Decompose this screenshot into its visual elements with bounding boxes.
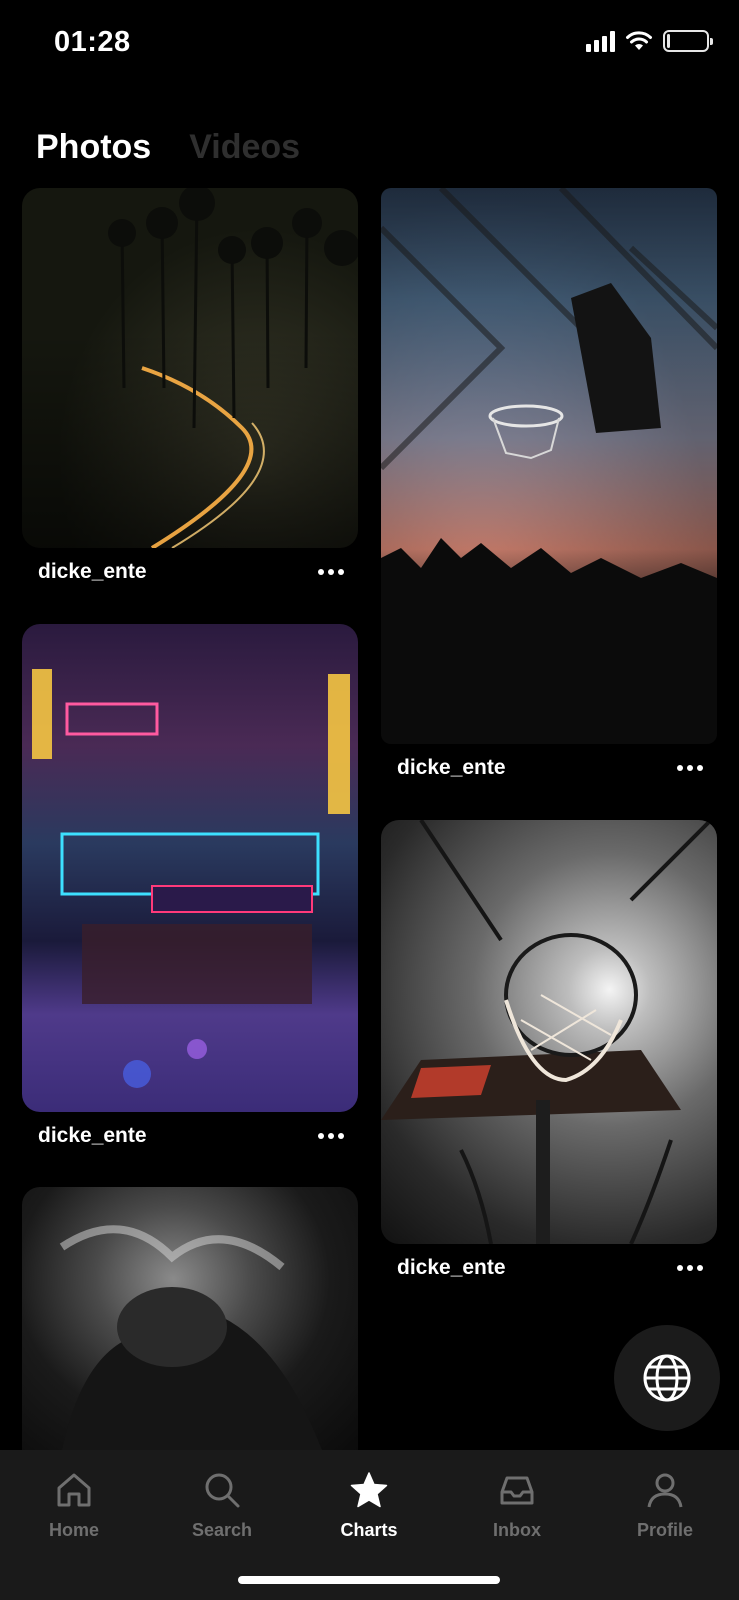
- star-icon: [350, 1472, 388, 1508]
- tab-photos[interactable]: Photos: [36, 128, 152, 166]
- nav-home-label: Home: [48, 1520, 99, 1540]
- nav-search-label: Search: [191, 1520, 253, 1540]
- status-icons: [586, 30, 713, 52]
- bottom-navigation: Home Search Charts Inbox Profile: [0, 1450, 739, 1600]
- more-options-icon[interactable]: [318, 569, 344, 575]
- post-image-palm-road[interactable]: [22, 188, 358, 548]
- home-indicator[interactable]: [238, 1576, 500, 1584]
- status-bar: 01:28: [0, 0, 739, 90]
- user-icon: [647, 1473, 683, 1508]
- post-username[interactable]: dicke_ente: [397, 756, 506, 779]
- post-username[interactable]: dicke_ente: [38, 1124, 147, 1147]
- post-image-smoke-figure[interactable]: [22, 1187, 358, 1450]
- cellular-signal-icon: [586, 30, 615, 52]
- nav-inbox[interactable]: Inbox: [457, 1470, 577, 1541]
- post-image-hoop-palms[interactable]: [381, 820, 717, 1244]
- globe-button[interactable]: [614, 1325, 720, 1431]
- globe-icon: [643, 1354, 691, 1402]
- home-icon: [57, 1473, 91, 1507]
- post-image-neon-street[interactable]: [22, 624, 358, 1112]
- post-meta: dicke_ente: [397, 748, 703, 788]
- search-icon: [205, 1473, 240, 1508]
- inbox-icon: [500, 1476, 534, 1505]
- media-tabs: Photos Videos: [36, 128, 300, 167]
- post-username[interactable]: dicke_ente: [397, 1256, 506, 1279]
- wifi-icon: [626, 31, 652, 50]
- post-image-hoop-fence[interactable]: [381, 188, 717, 744]
- more-options-icon[interactable]: [677, 1265, 703, 1271]
- battery-icon: [663, 30, 713, 52]
- more-options-icon[interactable]: [318, 1133, 344, 1139]
- nav-inbox-label: Inbox: [493, 1520, 541, 1540]
- nav-charts-label: Charts: [340, 1520, 398, 1540]
- more-options-icon[interactable]: [677, 765, 703, 771]
- nav-charts[interactable]: Charts: [309, 1470, 429, 1541]
- nav-search[interactable]: Search: [162, 1470, 282, 1541]
- post-meta: dicke_ente: [397, 1248, 703, 1288]
- nav-home[interactable]: Home: [14, 1470, 134, 1541]
- post-username[interactable]: dicke_ente: [38, 560, 147, 583]
- tab-videos[interactable]: Videos: [189, 128, 301, 166]
- status-time: 01:28: [54, 26, 131, 58]
- nav-profile-label: Profile: [636, 1520, 693, 1540]
- post-meta: dicke_ente: [38, 552, 344, 592]
- post-meta: dicke_ente: [38, 1116, 344, 1156]
- nav-profile[interactable]: Profile: [605, 1470, 725, 1541]
